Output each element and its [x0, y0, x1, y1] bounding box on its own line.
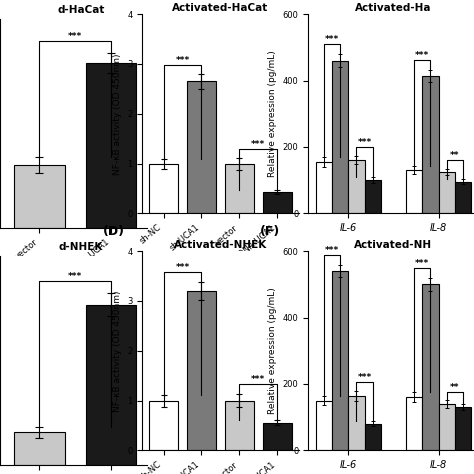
Bar: [422, 284, 438, 450]
Bar: [149, 164, 178, 213]
Text: (C): (C): [103, 0, 124, 1]
Text: **: **: [450, 383, 459, 392]
Bar: [86, 305, 136, 465]
Y-axis label: Relative expression (pg/mL): Relative expression (pg/mL): [268, 287, 277, 414]
Text: (E): (E): [260, 0, 281, 1]
Title: Activated-NH: Activated-NH: [355, 240, 432, 250]
Text: ***: ***: [251, 374, 265, 383]
Y-axis label: Relative expression (pg/mL): Relative expression (pg/mL): [268, 50, 277, 177]
Bar: [263, 192, 292, 213]
Text: ***: ***: [357, 374, 372, 382]
Bar: [406, 397, 422, 450]
Text: d-HaCat: d-HaCat: [57, 5, 104, 15]
Title: Activated-NHEK: Activated-NHEK: [174, 240, 267, 250]
Text: ***: ***: [325, 35, 339, 44]
Bar: [316, 162, 332, 213]
Bar: [365, 424, 381, 450]
Text: **: **: [450, 151, 459, 160]
Bar: [422, 76, 438, 213]
Bar: [316, 401, 332, 450]
Bar: [438, 404, 455, 450]
Bar: [455, 407, 471, 450]
Bar: [187, 82, 216, 213]
Text: ***: ***: [325, 246, 339, 255]
Bar: [365, 180, 381, 213]
Title: Activated-Ha: Activated-Ha: [355, 3, 432, 13]
Title: Activated-HaCat: Activated-HaCat: [172, 3, 269, 13]
Bar: [455, 182, 471, 213]
Bar: [406, 170, 422, 213]
Bar: [14, 432, 64, 465]
Text: ***: ***: [175, 56, 190, 65]
Bar: [187, 291, 216, 450]
Bar: [225, 401, 254, 450]
Y-axis label: NF-κB activity (OD 450nm): NF-κB activity (OD 450nm): [112, 53, 121, 174]
Bar: [348, 160, 365, 213]
Bar: [263, 423, 292, 450]
Bar: [225, 164, 254, 213]
Bar: [348, 395, 365, 450]
Text: ***: ***: [357, 138, 372, 147]
Y-axis label: NF-κB activity (OD 450nm): NF-κB activity (OD 450nm): [112, 290, 121, 411]
Bar: [14, 165, 64, 228]
Text: ***: ***: [251, 140, 265, 149]
Bar: [86, 63, 136, 228]
Bar: [332, 271, 348, 450]
Text: ***: ***: [68, 32, 82, 41]
Bar: [438, 172, 455, 213]
Text: (D): (D): [103, 225, 125, 238]
Text: d-NHEK: d-NHEK: [59, 242, 103, 252]
Text: ***: ***: [68, 273, 82, 282]
Text: ***: ***: [415, 259, 429, 268]
Text: (F): (F): [260, 225, 281, 238]
Bar: [332, 61, 348, 213]
Text: ***: ***: [415, 51, 429, 60]
Bar: [149, 401, 178, 450]
Text: ***: ***: [175, 263, 190, 272]
